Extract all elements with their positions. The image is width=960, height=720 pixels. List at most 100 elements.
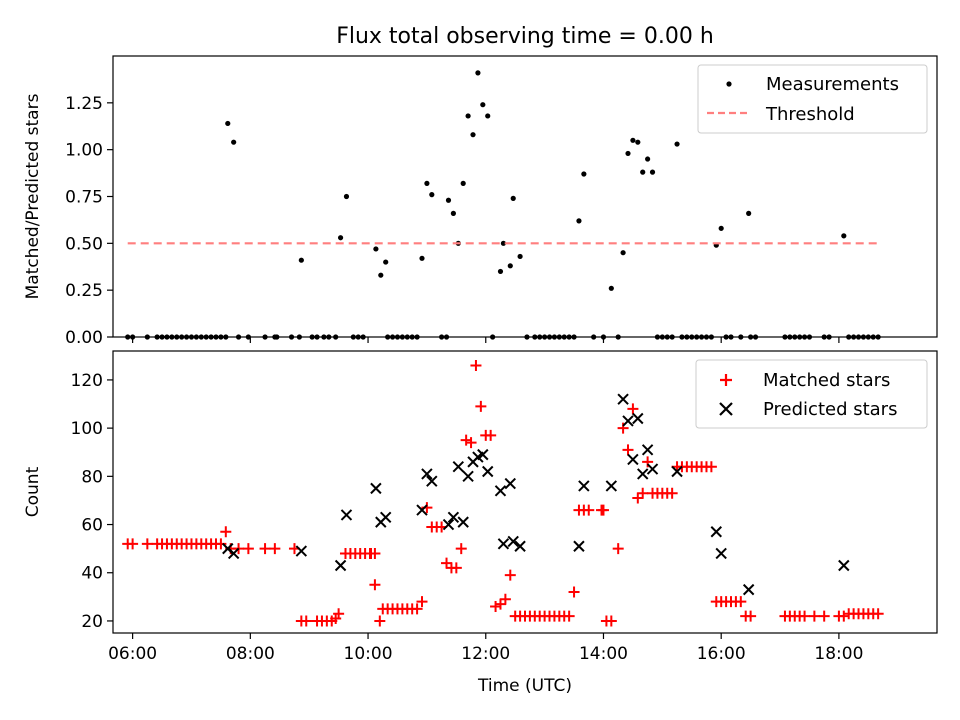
predicted-star-point xyxy=(426,475,438,487)
matched-star-point xyxy=(220,526,232,538)
matched-star-point xyxy=(411,603,423,615)
ratio-panel: 0.00 0.25 0.50 0.75 1.00 1.25 Matched/Predict… xyxy=(23,55,938,348)
predicted-star-point xyxy=(507,535,519,548)
measurement-point xyxy=(337,235,344,241)
counts-legend-box xyxy=(695,359,928,429)
matched-star-point xyxy=(127,538,139,550)
matched-star-point xyxy=(333,608,345,620)
predicted-star-point xyxy=(646,463,659,475)
predicted-star-point xyxy=(457,516,469,528)
x-tick-label: 18:00 xyxy=(814,644,863,664)
chart-title: Flux total observing time = 0.00 h xyxy=(336,24,714,49)
x-tick-label: 06:00 xyxy=(108,644,157,664)
matched-star-point xyxy=(465,437,477,449)
counts-plot-area xyxy=(122,359,884,627)
predicted-star-point xyxy=(370,482,382,495)
matched-star-point xyxy=(490,600,502,612)
predicted-star-point xyxy=(641,444,654,456)
predicted-star-point xyxy=(622,415,634,427)
measurements-legend-label: Measurements xyxy=(766,74,899,95)
counts-y-axis-label: Count xyxy=(23,466,43,517)
predicted-star-point xyxy=(494,485,507,497)
predicted-star-point xyxy=(838,559,850,572)
measurement-point xyxy=(841,233,847,239)
measurement-point xyxy=(576,218,582,224)
matched-star-point xyxy=(808,610,820,622)
matched-star-point xyxy=(838,610,850,622)
matched-star-point xyxy=(450,562,462,574)
measurement-point xyxy=(507,263,513,269)
measurement-point xyxy=(674,141,680,147)
predicted-star-point xyxy=(617,393,629,405)
ratio-axes-frame xyxy=(112,55,938,338)
measurement-point xyxy=(630,137,636,143)
measurement-point xyxy=(383,259,389,265)
matched-star-point xyxy=(745,610,757,622)
matched-star-point xyxy=(259,543,271,555)
matched-star-point xyxy=(365,547,377,559)
matched-star-point xyxy=(441,557,453,569)
predicted-stars-legend-marker xyxy=(719,402,733,416)
predicted-star-point xyxy=(416,504,428,516)
matched-star-point xyxy=(622,444,634,456)
matched-stars-legend-label: Matched stars xyxy=(763,370,890,391)
predicted-star-point xyxy=(421,468,433,480)
matched-stars-legend-marker xyxy=(720,374,732,386)
predicted-star-point xyxy=(504,477,516,490)
measurement-point xyxy=(450,210,456,216)
predicted-star-point xyxy=(637,468,649,480)
measurement-point xyxy=(480,102,486,108)
matched-star-point xyxy=(475,400,487,412)
matched-star-point xyxy=(455,543,467,555)
predicted-star-point xyxy=(514,540,526,552)
measurement-point xyxy=(510,195,516,201)
matched-star-point xyxy=(872,608,884,620)
measurement-point xyxy=(445,197,452,203)
measurement-point xyxy=(645,156,651,162)
predicted-star-point xyxy=(334,559,347,572)
matched-star-point xyxy=(705,461,717,473)
matched-star-point xyxy=(215,538,227,550)
measurement-point xyxy=(718,225,724,231)
counts-y-tick-label: 120 xyxy=(71,371,103,391)
predicted-star-point xyxy=(742,583,755,596)
counts-y-tick-label: 80 xyxy=(81,467,103,487)
measurement-point xyxy=(746,210,752,216)
measurement-point xyxy=(517,253,523,260)
measurement-point xyxy=(429,192,435,198)
measurement-point xyxy=(640,169,646,175)
counts-axes-frame xyxy=(112,350,938,634)
measurement-point xyxy=(231,139,237,145)
predicted-star-point xyxy=(379,511,392,524)
ratio-axis-ticks: 0.00 0.25 0.50 0.75 1.00 1.25 xyxy=(65,94,840,348)
ratio-legend-box xyxy=(697,64,928,134)
matched-star-point xyxy=(799,610,811,622)
x-tick-label: 14:00 xyxy=(579,644,628,664)
ratio-legend: Measurements Threshold xyxy=(697,64,928,134)
matched-star-point xyxy=(637,487,649,499)
x-axis-label: Time (UTC) xyxy=(477,676,572,696)
matched-star-point xyxy=(612,543,624,555)
matched-star-point xyxy=(666,487,678,499)
x-tick-label: 10:00 xyxy=(344,644,393,664)
matched-star-point xyxy=(374,615,386,627)
matched-star-point xyxy=(563,610,575,622)
x-tick-label: 12:00 xyxy=(461,644,510,664)
measurement-point xyxy=(485,113,491,119)
matched-star-point xyxy=(627,403,639,415)
predicted-star-point xyxy=(452,460,465,473)
predicted-star-point xyxy=(605,480,618,492)
predicted-star-point xyxy=(671,465,683,478)
matched-star-point xyxy=(597,504,609,516)
measurement-point xyxy=(620,250,626,256)
matched-star-point xyxy=(485,429,497,441)
measurement-point xyxy=(419,255,425,261)
measurement-point xyxy=(460,180,466,186)
ratio-y-tick-label: 0.50 xyxy=(65,234,103,254)
counts-y-tick-label: 60 xyxy=(81,516,103,536)
measurement-point xyxy=(373,246,379,252)
predicted-star-point xyxy=(573,540,585,552)
ratio-y-axis-label: Matched/Predicted stars xyxy=(23,93,43,299)
predicted-star-point xyxy=(442,518,455,531)
